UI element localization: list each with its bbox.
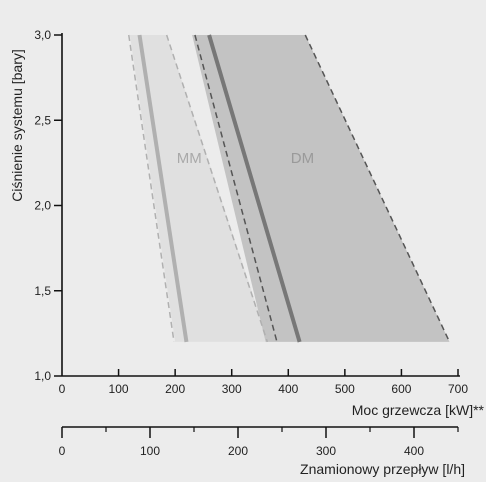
x-tick-label: 400 [278,382,298,396]
x-tick-label: 700 [448,382,468,396]
x2-tick-label: 300 [316,444,336,458]
y-tick-label: 3,0 [34,28,51,42]
series-line-1 [137,34,189,343]
x-axis-title: Moc grzewcza [kW]** [352,402,485,418]
region-label-dm: DM [291,150,314,167]
region-label-mm: MM [177,150,202,167]
series-line-4 [207,34,302,343]
series-line-2 [128,34,175,343]
x-tick-label: 500 [335,382,355,396]
series-line-5 [194,34,278,343]
x2-tick-label: 400 [404,444,424,458]
y-tick-label: 2,0 [34,199,51,213]
y-tick-label: 1,0 [34,369,51,383]
region-dm [192,35,450,342]
x-tick-label: 600 [391,382,411,396]
x-tick-label: 200 [165,382,185,396]
x-tick-label: 100 [109,382,129,396]
x2-tick-label: 100 [140,444,160,458]
region-mm [129,35,269,342]
series-line-6 [304,34,451,343]
y-tick-label: 2,5 [34,113,51,127]
x-tick-label: 0 [59,382,66,396]
y-axis-title: Ciśnienie systemu [bary] [9,49,25,202]
x-tick-label: 300 [222,382,242,396]
y-tick-label: 1,5 [34,284,51,298]
series-line-3 [165,34,269,343]
x2-tick-label: 0 [59,444,66,458]
x2-tick-label: 200 [228,444,248,458]
x2-axis-title: Znamionowy przepływ [l/h] [300,461,465,477]
